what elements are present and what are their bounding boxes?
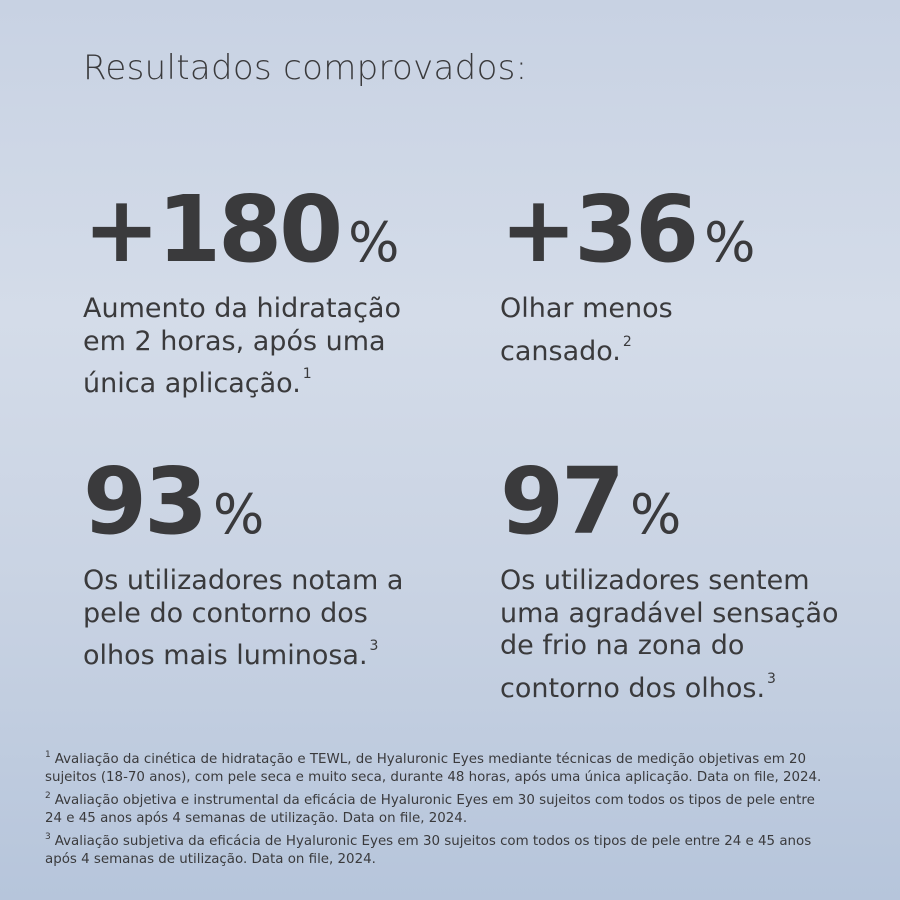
description-text: pele do contorno dos — [83, 597, 368, 629]
footnote-mark: 1 — [45, 750, 51, 760]
stat: 97% Os utilizadores sentem uma agradável s… — [500, 452, 880, 705]
description-text: uma agradável sensação — [500, 597, 839, 629]
footnotes: 1 Avaliação da cinética de hidratação e T… — [45, 746, 821, 869]
stat: 93% Os utilizadores notam a pele do contor… — [83, 452, 463, 673]
stat-number: 97 — [500, 448, 625, 555]
footnote-line: após 4 semanas de utilização. Data on fi… — [45, 851, 821, 869]
description-line: Aumento da hidratação — [83, 293, 463, 326]
footnote-line: sujeitos (18-70 anos), com pele seca e m… — [45, 769, 821, 787]
description-text: em 2 horas, após uma — [83, 325, 386, 357]
description-text: Os utilizadores notam a — [83, 565, 404, 596]
description-text: olhos mais luminosa. — [83, 640, 368, 671]
stat-value: 93% — [83, 452, 463, 565]
description-text: de frio na zona do — [500, 630, 745, 661]
footnote-mark: 2 — [45, 791, 51, 801]
stat-unit: % — [630, 483, 682, 546]
footnote-ref: 3 — [767, 670, 776, 687]
description-text: única aplicação. — [83, 368, 301, 399]
description-line: Olhar menos — [500, 293, 880, 326]
stat-description: Os utilizadores notam a pele do contorno … — [83, 565, 463, 673]
footnote-text: Avaliação objetiva e instrumental da efi… — [54, 793, 815, 808]
footnote-line: 24 e 45 anos após 4 semanas de utilizaçã… — [45, 810, 821, 828]
stat-value: +180% — [83, 180, 463, 293]
stat-description: Olhar menos cansado. 2 — [500, 293, 880, 368]
stat-unit: % — [213, 483, 265, 546]
description-line: única aplicação. 1 — [83, 358, 463, 401]
footnote-text: após 4 semanas de utilização. Data on fi… — [45, 852, 376, 867]
stat-unit: % — [704, 211, 756, 274]
stat-description: Aumento da hidratação em 2 horas, após um… — [83, 293, 463, 401]
description-text: Olhar menos — [500, 293, 673, 324]
description-text: Os utilizadores sentem — [500, 565, 810, 596]
stat-number: +36 — [500, 176, 699, 283]
title: Resultados comprovados: — [83, 48, 528, 88]
description-line: contorno dos olhos. 3 — [500, 663, 880, 706]
stat-unit: % — [348, 211, 400, 274]
footnote-ref: 1 — [302, 366, 312, 382]
description-text: Aumento da hidratação — [83, 293, 402, 324]
footnote-line: 1 Avaliação da cinética de hidratação e T… — [45, 746, 821, 769]
footnote-text: sujeitos (18-70 anos), com pele seca e m… — [45, 770, 822, 785]
footnote-mark: 3 — [45, 832, 51, 842]
description-line: de frio na zona do — [500, 630, 880, 663]
stat-value: +36% — [500, 180, 880, 293]
footnote-ref: 2 — [622, 333, 632, 350]
description-line: Os utilizadores notam a — [83, 565, 463, 598]
description-line: cansado. 2 — [500, 326, 880, 369]
stat-value: 97% — [500, 452, 880, 565]
description-line: pele do contorno dos — [83, 598, 463, 631]
stat: +36% Olhar menos cansado. 2 — [500, 180, 880, 368]
description-line: em 2 horas, após uma — [83, 326, 463, 359]
description-text: cansado. — [500, 335, 621, 367]
footnote-text: Avaliação da cinética de hidratação e TE… — [54, 752, 807, 767]
footnote-line: 2 Avaliação objetiva e instrumental da ef… — [45, 787, 821, 810]
description-line: olhos mais luminosa. 3 — [83, 630, 463, 673]
stat-number: +180 — [83, 176, 343, 283]
footnote-line: 3 Avaliação subjetiva da eficácia de Hyal… — [45, 828, 821, 851]
stat-description: Os utilizadores sentem uma agradável sens… — [500, 565, 880, 705]
stat-number: 93 — [83, 448, 208, 555]
stat: +180% Aumento da hidratação em 2 horas, ap… — [83, 180, 463, 401]
description-text: contorno dos olhos. — [500, 672, 766, 704]
footnote-ref: 3 — [369, 638, 379, 654]
description-line: Os utilizadores sentem — [500, 565, 880, 598]
description-line: uma agradável sensação — [500, 598, 880, 631]
footnote-text: Avaliação subjetiva da eficácia de Hyalu… — [54, 834, 812, 849]
footnote-text: 24 e 45 anos após 4 semanas de utilizaçã… — [45, 811, 468, 826]
